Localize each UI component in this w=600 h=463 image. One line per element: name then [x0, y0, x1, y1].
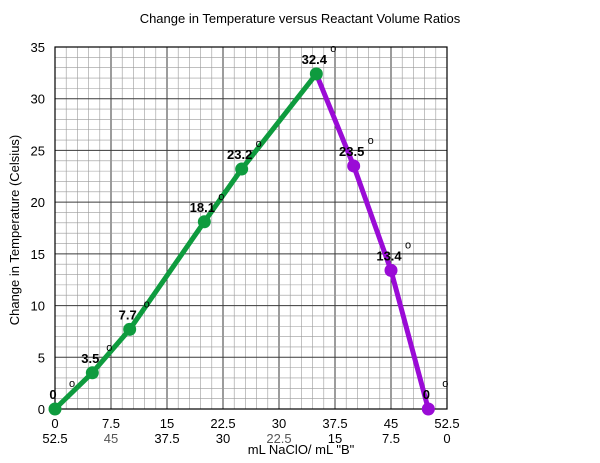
degree-symbol: o — [405, 239, 411, 251]
grid — [54, 46, 448, 410]
x-tick-label-top: 22.5 — [210, 416, 235, 431]
y-tick-label: 10 — [31, 299, 45, 314]
x-tick-label-bottom: 15 — [328, 431, 342, 446]
data-point — [309, 67, 323, 81]
x-tick-label-bottom: 22.5 — [266, 431, 291, 446]
data-point — [197, 215, 211, 229]
degree-symbol: o — [256, 138, 262, 150]
data-label: 32.4 — [302, 52, 328, 67]
data-label: 0 — [49, 387, 56, 402]
y-tick-label: 30 — [31, 92, 45, 107]
chart-title: Change in Temperature versus Reactant Vo… — [140, 11, 461, 26]
y-tick-label: 5 — [38, 350, 45, 365]
x-tick-label-top: 15 — [160, 416, 174, 431]
x-tick-label-top: 37.5 — [322, 416, 347, 431]
data-label: 23.5 — [339, 144, 364, 159]
series-lines — [52, 71, 431, 412]
y-tick-label: 35 — [31, 40, 45, 55]
y-tick-label: 0 — [38, 402, 45, 417]
y-tick-label: 20 — [31, 195, 45, 210]
y-tick-label: 15 — [31, 247, 45, 262]
data-point — [384, 263, 398, 277]
degree-symbol: o — [106, 342, 112, 354]
data-point — [48, 402, 62, 416]
x-tick-label-top: 0 — [51, 416, 58, 431]
plot-border — [54, 46, 448, 410]
data-point — [421, 402, 435, 416]
x-tick-label-bottom: 45 — [104, 431, 118, 446]
data-points — [48, 67, 435, 416]
data-label: 13.4 — [376, 248, 402, 263]
x-tick-label-top: 30 — [272, 416, 286, 431]
data-point — [123, 322, 137, 336]
degree-symbol: o — [218, 191, 224, 203]
y-tick-label: 25 — [31, 143, 45, 158]
x-tick-label-top: 52.5 — [434, 416, 459, 431]
x-tick-label-top: 45 — [384, 416, 398, 431]
degree-symbol: o — [442, 378, 448, 390]
x-tick-label-bottom: 37.5 — [154, 431, 179, 446]
data-point — [347, 159, 361, 173]
data-label: 3.5 — [81, 351, 99, 366]
degree-symbol: o — [144, 298, 150, 310]
x-tick-label-bottom: 7.5 — [382, 431, 400, 446]
data-label: 23.2 — [227, 147, 252, 162]
data-label: 18.1 — [190, 200, 215, 215]
y-axis-label: Change in Temperature (Celsius) — [7, 135, 22, 326]
x-tick-label-bottom: 30 — [216, 431, 230, 446]
degree-symbol: o — [330, 43, 336, 55]
degree-symbol: o — [368, 135, 374, 147]
data-point — [85, 366, 99, 380]
series-line-2 — [313, 71, 431, 412]
x-tick-label-top: 7.5 — [102, 416, 120, 431]
data-label: 7.7 — [119, 307, 137, 322]
series-line-1 — [52, 71, 319, 412]
x-axis-label: mL NaClO/ mL "B" — [248, 442, 355, 457]
x-tick-label-bottom: 52.5 — [42, 431, 67, 446]
x-tick-label-bottom: 0 — [443, 431, 450, 446]
data-point — [235, 162, 249, 176]
data-label: 0 — [423, 387, 430, 402]
degree-symbol: o — [69, 378, 75, 390]
